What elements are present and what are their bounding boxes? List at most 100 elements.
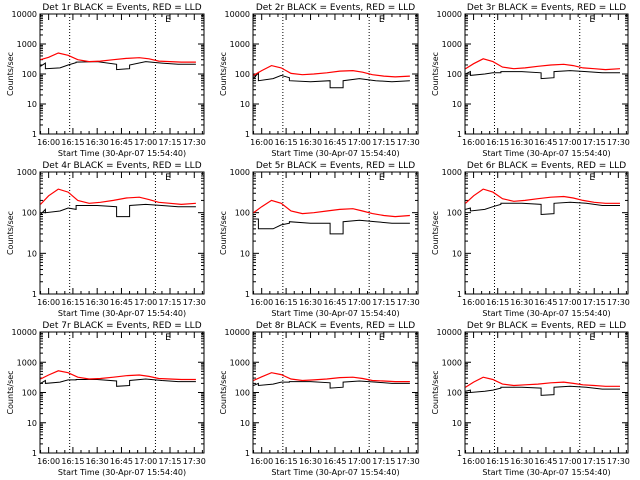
series-line-events — [253, 380, 410, 389]
y-tick-label: 100 — [447, 209, 462, 218]
marker-label: E — [379, 173, 385, 183]
x-tick-label: 16:00 — [37, 298, 60, 307]
panel-title: Det 2r BLACK = Events, RED = LLD — [256, 3, 415, 13]
y-tick-label: 1000 — [230, 40, 250, 49]
series-line-lld — [40, 188, 196, 206]
series-line-lld — [465, 58, 621, 71]
y-tick-label: 10 — [27, 249, 37, 258]
y-axis-label: Counts/sec — [431, 370, 440, 414]
x-tick-label: 16:30 — [86, 138, 109, 147]
panel-det-3: Det 3r BLACK = Events, RED = LLD 1 10 100 10… — [431, 3, 630, 158]
y-tick-label: 1 — [457, 449, 462, 458]
x-tick-label: 16:00 — [250, 457, 273, 466]
panel-title: Det 1r BLACK = Events, RED = LLD — [42, 3, 201, 13]
y-tick-label: 10 — [240, 249, 250, 258]
x-tick-label: 16:30 — [299, 138, 322, 147]
x-tick-label: 17:30 — [183, 457, 206, 466]
panel-title: Det 7r BLACK = Events, RED = LLD — [42, 321, 201, 331]
x-axis-label: Start Time (30-Apr-07 15:54:40) — [58, 309, 186, 318]
panel-det-5: Det 5r BLACK = Events, RED = LLD 1 10 100 10… — [219, 161, 420, 318]
x-tick-label: 16:45 — [323, 138, 346, 147]
y-tick-label: 10000 — [437, 328, 462, 337]
x-tick-label: 17:30 — [607, 138, 630, 147]
x-tick-label: 17:00 — [348, 457, 371, 466]
y-axis-label: Counts/sec — [6, 370, 15, 414]
y-axis-label: Counts/sec — [431, 52, 440, 96]
series-line-events — [40, 61, 196, 71]
series-line-lld — [40, 52, 196, 63]
x-tick-label: 16:30 — [510, 138, 533, 147]
x-axis-label: Start Time (30-Apr-07 15:54:40) — [482, 309, 610, 318]
x-tick-label: 16:00 — [462, 457, 485, 466]
y-tick-label: 1 — [32, 130, 37, 139]
y-tick-label: 100 — [22, 389, 37, 398]
y-tick-label: 1 — [245, 130, 250, 139]
x-tick-label: 16:45 — [323, 457, 346, 466]
x-axis-label: Start Time (30-Apr-07 15:54:40) — [58, 468, 186, 477]
plot-frame — [464, 13, 629, 135]
x-tick-label: 17:30 — [397, 457, 420, 466]
x-tick-label: 16:15 — [61, 298, 84, 307]
y-tick-label: 100 — [447, 389, 462, 398]
panel-title: Det 3r BLACK = Events, RED = LLD — [467, 3, 626, 13]
x-axis-label: Start Time (30-Apr-07 15:54:40) — [482, 468, 610, 477]
x-tick-label: 16:45 — [110, 138, 133, 147]
y-axis-label: Counts/sec — [219, 370, 228, 414]
panel-title: Det 4r BLACK = Events, RED = LLD — [42, 161, 201, 171]
panel-title: Det 8r BLACK = Events, RED = LLD — [256, 321, 415, 331]
x-tick-label: 16:15 — [486, 138, 509, 147]
x-tick-label: 16:00 — [462, 298, 485, 307]
series-line-lld — [253, 199, 410, 218]
y-tick-label: 1000 — [230, 358, 250, 367]
x-tick-label: 16:15 — [275, 298, 298, 307]
x-tick-label: 16:45 — [110, 457, 133, 466]
panel-det-6: Det 6r BLACK = Events, RED = LLD 1 10 100 10… — [431, 161, 630, 318]
series-line-events — [40, 203, 196, 218]
x-tick-label: 16:45 — [534, 298, 557, 307]
x-tick-label: 16:00 — [250, 298, 273, 307]
y-tick-label: 1 — [245, 449, 250, 458]
plot-frame — [464, 171, 629, 295]
x-tick-label: 16:15 — [61, 457, 84, 466]
x-tick-label: 17:15 — [372, 138, 395, 147]
plot-frame — [39, 171, 205, 295]
x-tick-label: 16:15 — [61, 138, 84, 147]
x-tick-label: 16:15 — [275, 138, 298, 147]
plot-frame — [39, 13, 205, 135]
x-tick-label: 16:45 — [110, 298, 133, 307]
y-tick-label: 1 — [457, 130, 462, 139]
panel-title: Det 9r BLACK = Events, RED = LLD — [467, 321, 626, 331]
panel-title: Det 5r BLACK = Events, RED = LLD — [256, 161, 415, 171]
y-tick-label: 10000 — [12, 10, 37, 19]
y-tick-label: 1000 — [442, 168, 462, 177]
x-tick-label: 16:45 — [534, 138, 557, 147]
x-tick-label: 16:15 — [486, 298, 509, 307]
series-line-events — [253, 218, 410, 235]
y-tick-label: 1 — [457, 290, 462, 299]
x-tick-label: 16:15 — [486, 457, 509, 466]
x-tick-label: 17:00 — [559, 457, 582, 466]
y-tick-label: 10000 — [437, 10, 462, 19]
x-tick-label: 17:00 — [134, 298, 157, 307]
series-line-events — [465, 201, 620, 216]
x-tick-label: 17:30 — [397, 298, 420, 307]
panel-det-8: Det 8r BLACK = Events, RED = LLD 1 10 100 10… — [219, 321, 420, 477]
series-line-lld — [253, 64, 410, 78]
y-tick-label: 10000 — [225, 328, 250, 337]
panel-det-7: Det 7r BLACK = Events, RED = LLD 1 10 100 10… — [6, 321, 206, 477]
x-tick-label: 17:15 — [583, 298, 606, 307]
x-tick-label: 17:00 — [348, 298, 371, 307]
y-axis-label: Counts/sec — [6, 52, 15, 96]
plot-frame — [252, 171, 419, 295]
y-tick-label: 10 — [240, 100, 250, 109]
x-tick-label: 16:30 — [510, 298, 533, 307]
y-tick-label: 1000 — [17, 358, 37, 367]
x-tick-label: 17:00 — [348, 138, 371, 147]
marker-label: E — [589, 15, 595, 25]
x-axis-label: Start Time (30-Apr-07 15:54:40) — [271, 468, 399, 477]
y-tick-label: 10 — [27, 100, 37, 109]
x-tick-label: 17:30 — [183, 298, 206, 307]
x-tick-label: 16:45 — [534, 457, 557, 466]
marker-label: E — [589, 333, 595, 343]
y-tick-label: 100 — [235, 389, 250, 398]
